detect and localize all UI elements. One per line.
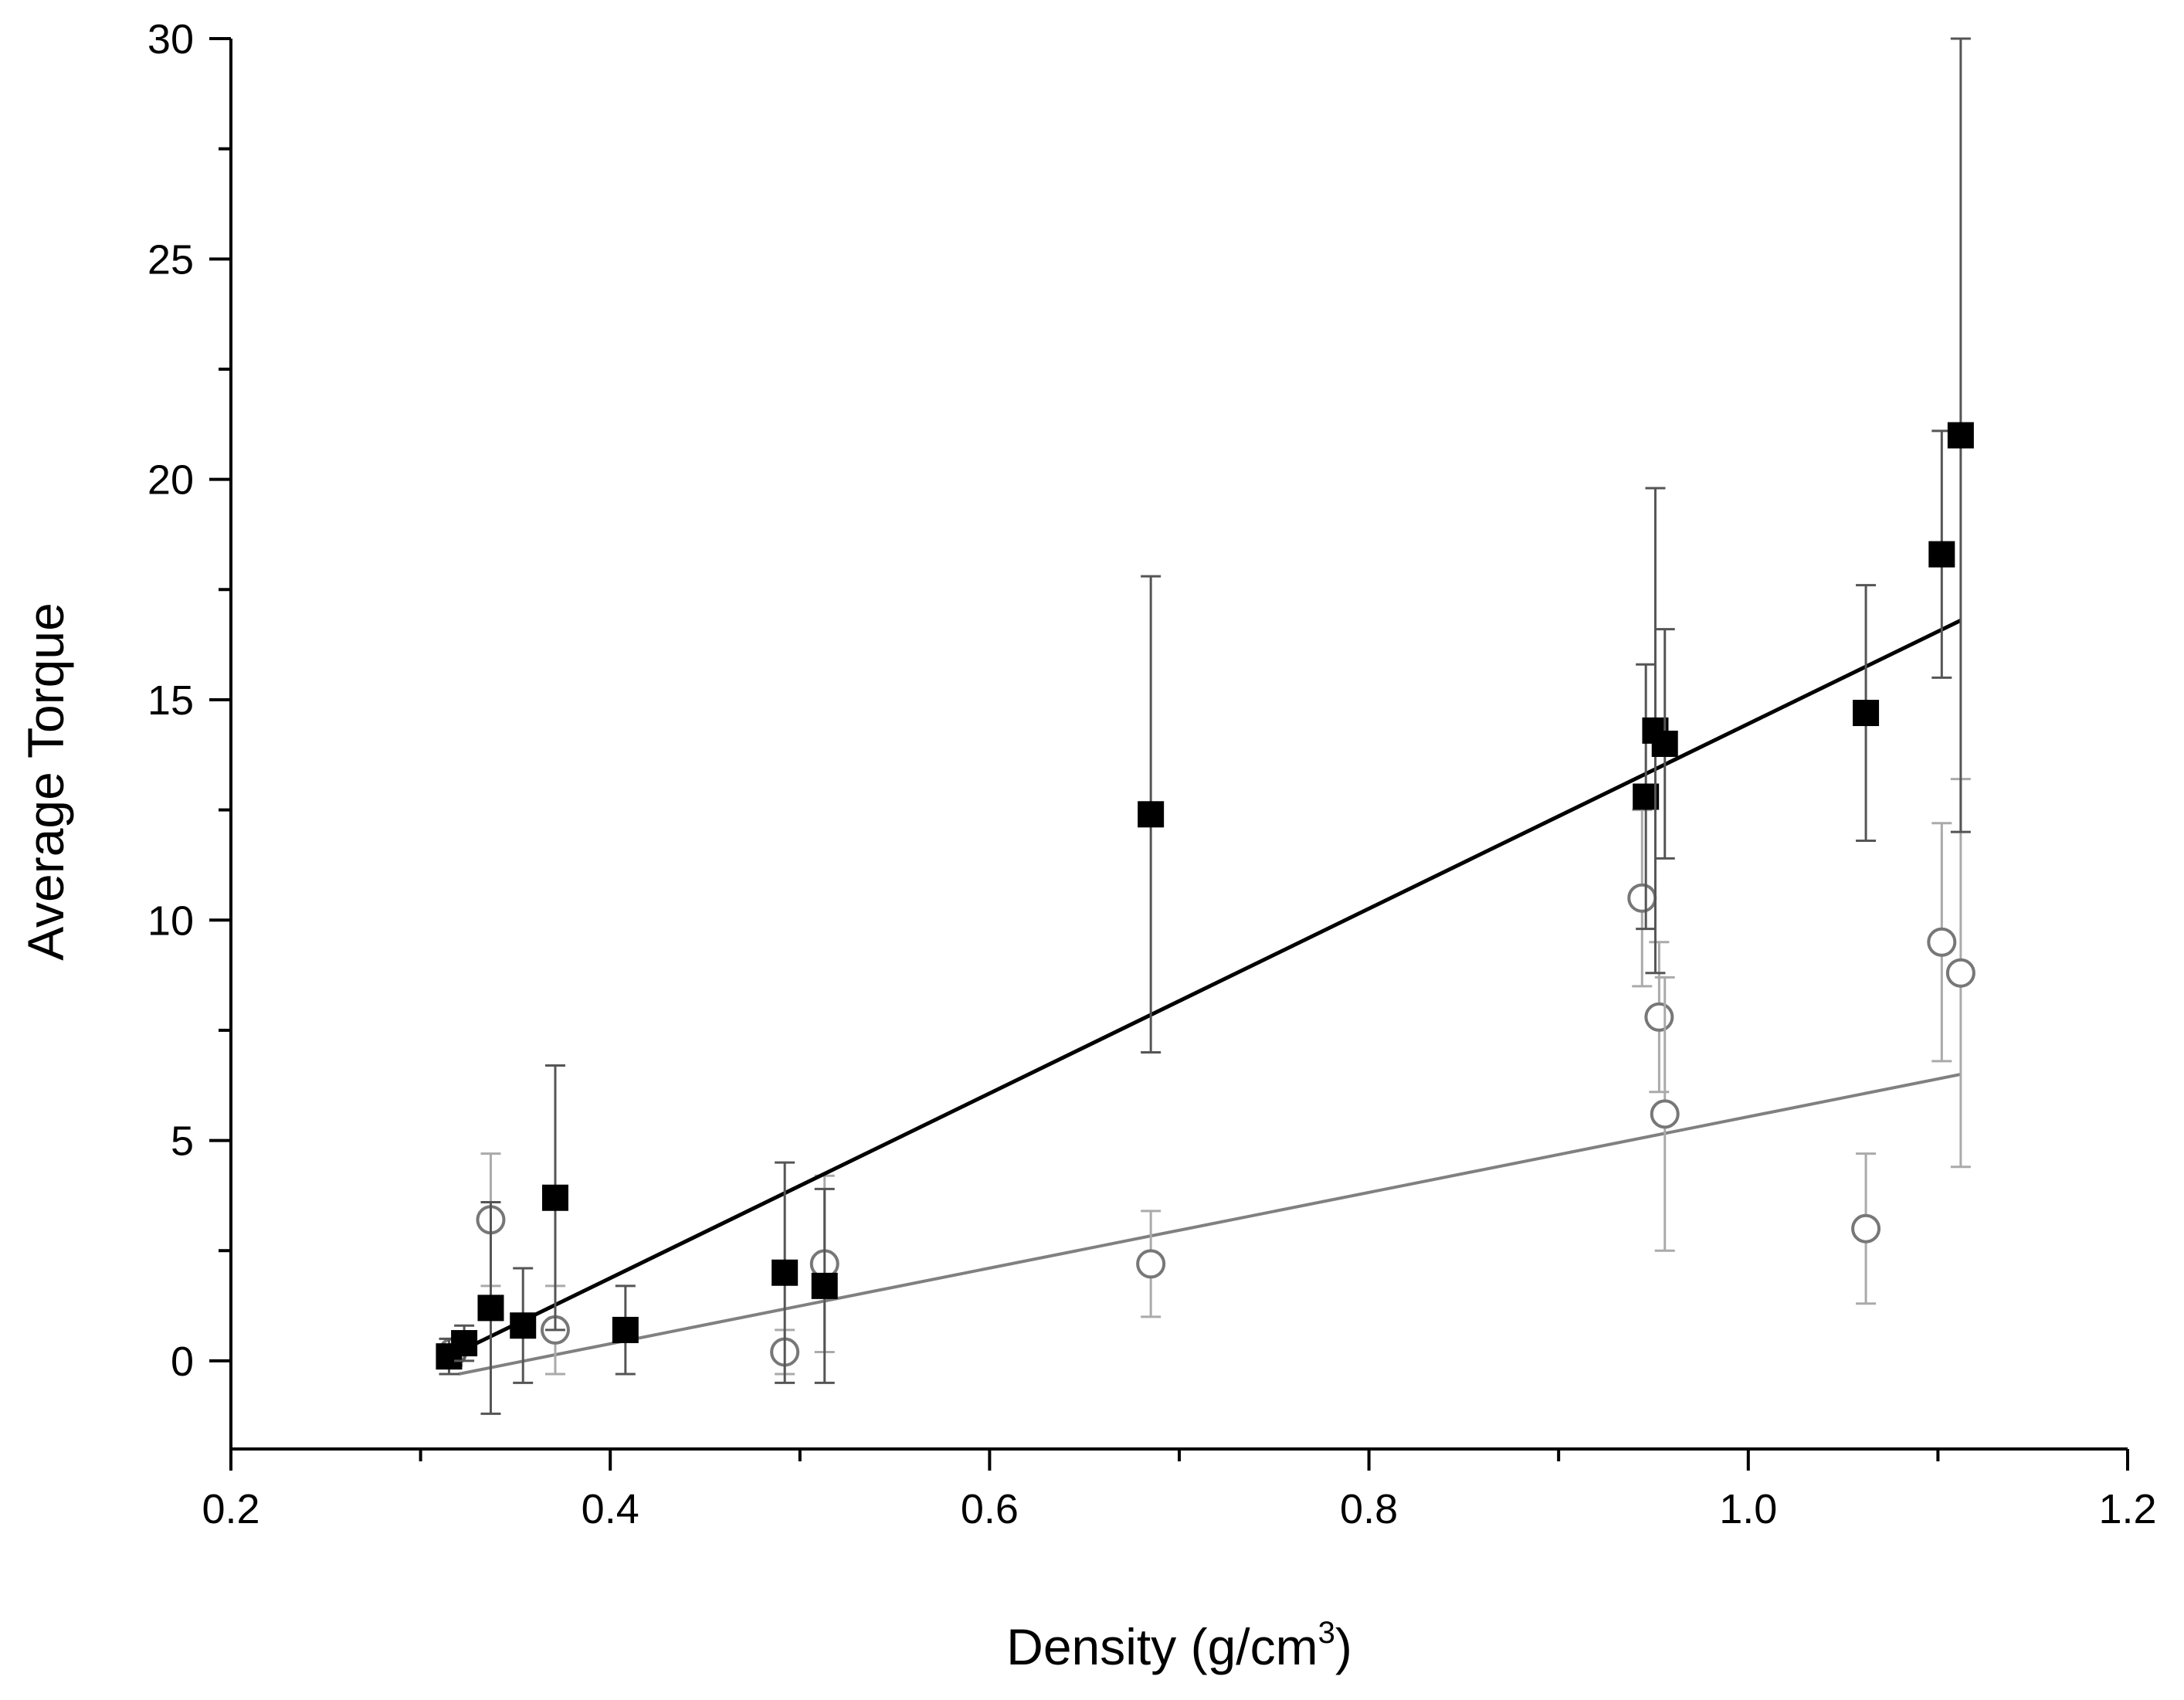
data-point-square xyxy=(541,1184,568,1211)
x-tick-label: 0.6 xyxy=(961,1486,1019,1532)
data-point-circle xyxy=(1945,958,1975,988)
x-tick-label: 0.2 xyxy=(202,1486,259,1532)
x-axis-title: Density (g/cm3) xyxy=(1006,1616,1352,1675)
data-point-square xyxy=(451,1330,478,1357)
x-tick-label: 0.8 xyxy=(1340,1486,1398,1532)
data-point-circle xyxy=(1627,883,1657,913)
y-tick-label: 15 xyxy=(148,677,194,724)
data-point-circle xyxy=(1644,1002,1674,1032)
x-tick-label: 1.2 xyxy=(2098,1486,2156,1532)
ticks: 0.2 0.4 0.6 0.8 1.0 1.2 0 5 10 15 20 25 30 xyxy=(148,16,2157,1532)
data-point-square xyxy=(612,1316,639,1343)
data-point-square xyxy=(772,1259,799,1286)
x-axis-title-main: Density (g/cm xyxy=(1006,1618,1318,1675)
axes xyxy=(229,39,2128,1451)
data-point-circle xyxy=(1650,1099,1680,1129)
data-point-circle xyxy=(1136,1249,1166,1279)
data-point-circle xyxy=(1851,1213,1881,1244)
x-axis-title-superscript: 3 xyxy=(1318,1616,1335,1650)
x-axis-title-close: ) xyxy=(1335,1618,1352,1675)
data-point-circle xyxy=(1927,927,1957,957)
x-tick-label: 1.0 xyxy=(1719,1486,1777,1532)
series-circle-open xyxy=(438,778,1975,1376)
plot-area xyxy=(436,37,1975,1415)
y-tick-label: 10 xyxy=(148,898,194,944)
series-square-filled xyxy=(436,37,1974,1415)
data-point-square xyxy=(1947,422,1974,449)
data-point-square xyxy=(1651,731,1678,757)
y-tick-label: 25 xyxy=(148,236,194,283)
data-point-square xyxy=(1928,541,1955,568)
y-tick-label: 0 xyxy=(171,1339,194,1385)
y-axis-title: Average Torque xyxy=(17,602,74,961)
fit-line xyxy=(457,618,1962,1354)
data-point-square xyxy=(1853,700,1880,727)
data-point-square xyxy=(1138,801,1165,828)
data-point-square xyxy=(510,1312,537,1339)
y-tick-label: 30 xyxy=(148,16,194,63)
y-tick-label: 20 xyxy=(148,457,194,504)
data-point-square xyxy=(477,1295,504,1322)
y-tick-label: 5 xyxy=(171,1118,194,1165)
x-tick-label: 0.4 xyxy=(582,1486,639,1532)
fit-line xyxy=(458,1073,1962,1376)
data-point-square xyxy=(811,1272,838,1299)
